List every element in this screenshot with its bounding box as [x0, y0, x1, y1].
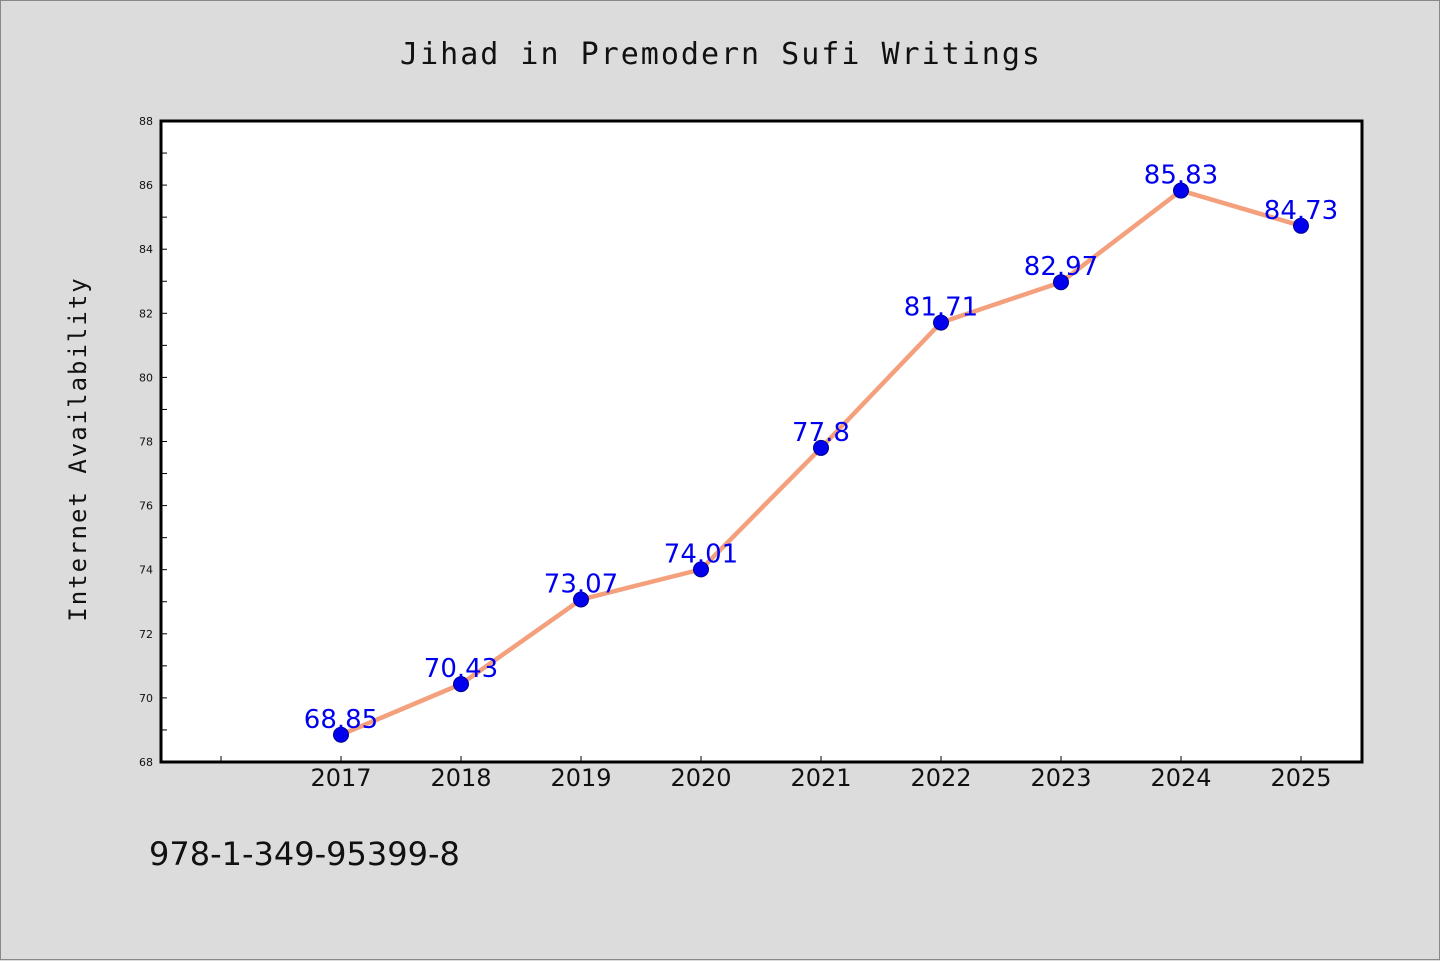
y-tick-label: 72	[139, 628, 153, 641]
x-tick-label: 2023	[1030, 764, 1091, 792]
y-tick-label: 86	[139, 179, 153, 192]
y-tick-label: 84	[139, 243, 153, 256]
data-point	[693, 561, 709, 578]
y-axis-label: Internet Availability	[64, 276, 92, 621]
y-tick-label: 76	[139, 500, 153, 513]
x-tick-label: 2017	[310, 764, 371, 792]
data-label: 68.85	[304, 705, 378, 735]
data-point	[453, 676, 469, 693]
data-labels: 68.85 70.43 73.07 74.01 77.8 81.71 82.97 85.83 8…	[304, 161, 1338, 735]
data-markers	[333, 182, 1309, 743]
y-tick-label: 78	[139, 436, 153, 449]
y-tick-label: 74	[139, 564, 153, 577]
x-tick-label: 2025	[1270, 764, 1331, 792]
chart-title: Jihad in Premodern Sufi Writings	[400, 37, 1042, 72]
data-label: 81.71	[904, 293, 978, 323]
y-tick-label: 68	[139, 756, 153, 769]
data-point	[1053, 274, 1069, 291]
data-label: 84.73	[1264, 196, 1338, 226]
data-point	[333, 726, 349, 743]
y-tick-label: 82	[139, 307, 153, 320]
isbn-annotation: 978-1-349-95399-8	[149, 835, 460, 873]
y-tick-label: 88	[139, 115, 153, 128]
x-tick-label: 2018	[430, 764, 491, 792]
y-axis-ticks: 68 70 72 74 76 78 80 82 84 86 88	[139, 115, 167, 769]
x-tick-label: 2021	[790, 764, 851, 792]
plot-area	[159, 119, 1364, 764]
data-label: 77.8	[792, 418, 850, 448]
data-label: 70.43	[424, 654, 498, 684]
x-axis-ticks: 2017 2018 2019 2020 2021 2022 2023 2024 2025	[220, 756, 1332, 792]
data-point	[1293, 217, 1309, 234]
data-label: 73.07	[544, 570, 618, 600]
x-tick-label: 2020	[670, 764, 731, 792]
data-point	[813, 439, 829, 456]
y-tick-label: 70	[139, 692, 153, 705]
data-point	[573, 591, 589, 608]
data-label: 74.01	[664, 539, 738, 569]
x-tick-label: 2019	[550, 764, 611, 792]
x-tick-label: 2024	[1150, 764, 1211, 792]
data-point	[933, 314, 949, 331]
data-point	[1173, 182, 1189, 199]
data-label: 82.97	[1024, 252, 1098, 282]
x-tick-label: 2022	[910, 764, 971, 792]
y-tick-label: 80	[139, 371, 153, 384]
data-label: 85.83	[1144, 161, 1218, 191]
